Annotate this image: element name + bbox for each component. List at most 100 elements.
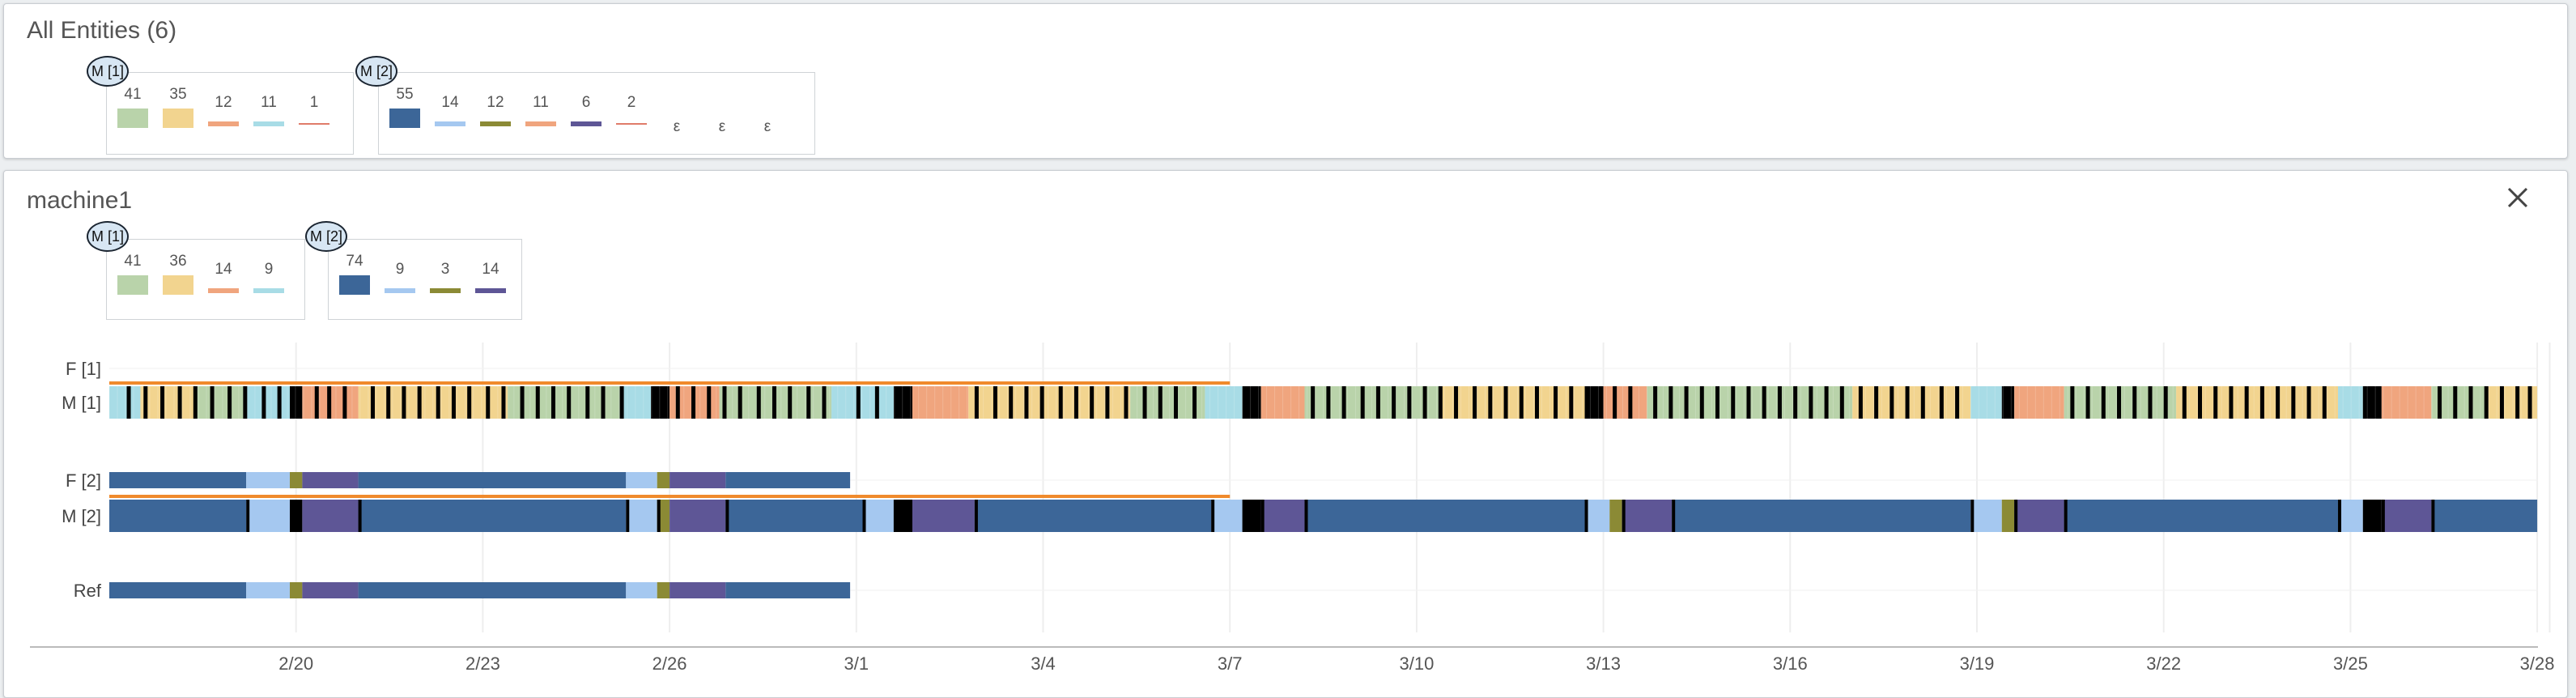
event-marker (1211, 500, 1215, 532)
timeline-segment (2338, 500, 2363, 532)
legend-count: 12 (487, 94, 504, 111)
legend-item[interactable]: 9 (380, 240, 419, 317)
event-marker (1090, 386, 1095, 419)
legend-item[interactable]: 2 (612, 73, 651, 151)
legend-count: ε (718, 118, 726, 135)
legend-swatch (117, 275, 148, 295)
timeline-segment (358, 500, 627, 532)
event-marker (1762, 386, 1766, 419)
timeline-segment (109, 582, 247, 598)
legend-swatch (339, 275, 370, 295)
legend-item[interactable]: 41 (113, 73, 152, 151)
event-marker (2431, 500, 2435, 532)
legend-item[interactable]: 14 (471, 240, 510, 317)
timeline-chart: 2/20 2/23 2/26 3/1 3/4 3/7 3/10 3/13 3/16 3/19 3/2… (30, 343, 2555, 674)
legend-swatch (253, 121, 284, 126)
event-marker (402, 386, 406, 419)
event-marker (1554, 386, 1558, 419)
legend-item[interactable]: 11 (521, 73, 560, 151)
legend-item[interactable]: 9 (249, 240, 288, 317)
event-marker (2468, 386, 2473, 419)
timeline-segment (1242, 386, 1261, 419)
event-marker (856, 386, 861, 419)
event-marker (2322, 386, 2327, 419)
legend-count: 35 (169, 86, 187, 103)
legend-group-m2: 55 14 12 11 6 2 ε ε ε (378, 72, 815, 155)
legend-item[interactable]: 12 (476, 73, 515, 151)
event-marker (619, 386, 624, 419)
event-marker (2132, 386, 2137, 419)
legend-item[interactable]: 14 (431, 73, 470, 151)
legend-item[interactable]: 41 (113, 240, 152, 317)
legend-item[interactable]: 74 (335, 240, 374, 317)
event-marker (550, 386, 555, 419)
event-marker (2229, 386, 2234, 419)
legend-item[interactable]: 36 (159, 240, 198, 317)
legend-item[interactable]: ε (657, 73, 696, 151)
legend-swatch (299, 123, 329, 125)
legend-item[interactable]: ε (703, 73, 742, 151)
timeline-segment (1609, 500, 1622, 532)
x-tick-label: 2/23 (465, 653, 500, 674)
x-tick-label: 3/25 (2333, 653, 2368, 674)
event-marker (2453, 386, 2458, 419)
timeline-segment (196, 386, 247, 419)
event-marker (1535, 386, 1540, 419)
timeline-segment (1603, 386, 1647, 419)
timeline-segment (1852, 386, 1971, 419)
timeline-segment (2064, 500, 2339, 532)
legend-count: 1 (309, 94, 319, 111)
close-icon[interactable] (2504, 184, 2531, 211)
timeline-segment (893, 500, 913, 532)
timeline-segment (1584, 500, 1610, 532)
legend-item[interactable]: 6 (567, 73, 606, 151)
event-marker (707, 386, 712, 419)
event-marker (585, 386, 590, 419)
badge-m2[interactable]: M [2] (305, 221, 347, 252)
badge-m1[interactable]: M [1] (87, 221, 129, 252)
timeline-segment (1205, 386, 1243, 419)
legend-item[interactable]: 12 (204, 73, 243, 151)
event-marker (2213, 386, 2218, 419)
legend-count: 9 (395, 261, 405, 278)
legend-item[interactable]: ε (748, 73, 787, 151)
event-marker (1024, 386, 1029, 419)
legend-item[interactable]: 35 (159, 73, 198, 151)
event-marker (1793, 386, 1798, 419)
event-marker (143, 386, 148, 419)
event-marker (227, 386, 232, 419)
legend-item[interactable]: 55 (385, 73, 424, 151)
timeline-segment (1260, 500, 1305, 532)
x-tick-label: 3/1 (844, 653, 869, 674)
event-marker (1073, 386, 1078, 419)
legend-item[interactable]: 14 (204, 240, 243, 317)
badge-m1[interactable]: M [1] (87, 56, 129, 87)
timeline-segment (2431, 500, 2538, 532)
badge-m2[interactable]: M [2] (355, 56, 397, 87)
event-marker (1920, 386, 1925, 419)
timeline-segment (626, 472, 657, 488)
event-marker (1375, 386, 1380, 419)
machine-card: machine1 41 36 14 9 M [1] 74 9 3 14 M [2] 2/20… (3, 170, 2568, 698)
timeline-segment (358, 386, 508, 419)
event-marker (1519, 386, 1524, 419)
legend-item[interactable]: 11 (249, 73, 288, 151)
legend-item[interactable]: 1 (295, 73, 334, 151)
event-marker (1746, 386, 1751, 419)
event-marker (1173, 386, 1178, 419)
event-marker (1503, 386, 1508, 419)
timeline-segment (657, 472, 670, 488)
timeline-segment (2001, 500, 2015, 532)
x-tick-label: 3/22 (2146, 653, 2181, 674)
x-tick-label: 2/26 (653, 653, 687, 674)
event-marker (2163, 386, 2168, 419)
event-marker (2117, 386, 2122, 419)
event-marker (160, 386, 165, 419)
timeline-segment (657, 582, 670, 598)
event-marker (2291, 386, 2296, 419)
event-marker (1874, 386, 1879, 419)
legend-swatch (480, 121, 511, 126)
event-marker (314, 386, 319, 419)
event-marker (2101, 386, 2106, 419)
legend-item[interactable]: 3 (426, 240, 465, 317)
